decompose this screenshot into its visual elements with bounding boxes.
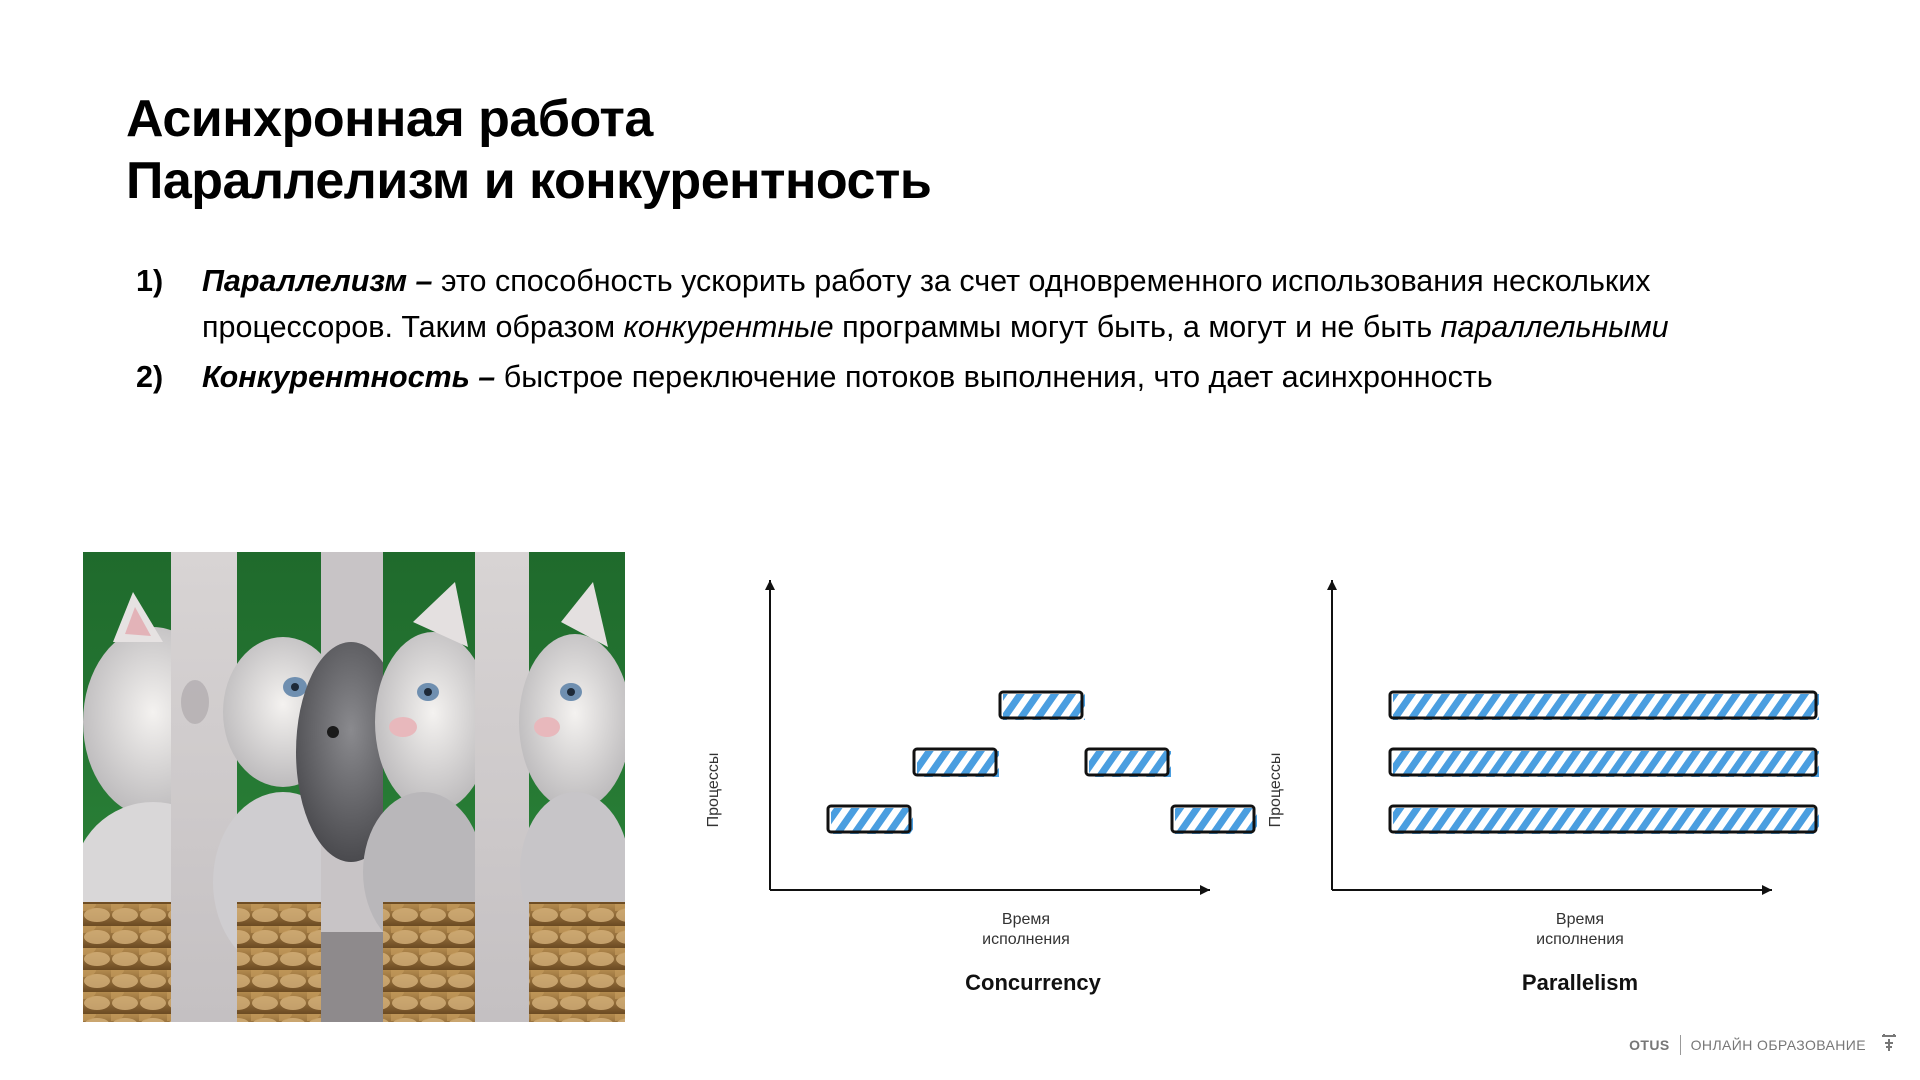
- footer-divider: [1679, 1034, 1681, 1055]
- list-item-concurrency: 2) Конкурентность – быстрое переключение…: [136, 354, 1836, 400]
- photo-strip: [171, 552, 237, 1022]
- list-number: 2): [136, 360, 164, 394]
- x-axis-label: Время исполнения: [1536, 911, 1624, 948]
- list-text: Параллелизм – это способность ускорить р…: [202, 258, 1836, 350]
- task-bar: [912, 747, 999, 777]
- task-bar: [1388, 804, 1819, 834]
- list-text: Конкурентность – быстрое переключение по…: [202, 354, 1836, 400]
- definition-text-cont: программы могут быть, а могут и не быть: [833, 310, 1441, 344]
- slide-title-line-1: Асинхронная работа: [126, 90, 653, 148]
- footer: OTUS ОНЛАЙН ОБРАЗОВАНИЕ: [1629, 1033, 1898, 1056]
- otus-owl-icon: [1880, 1033, 1898, 1056]
- concurrency-caption: Concurrency: [965, 970, 1101, 995]
- x-axis-label: Время исполнения: [982, 911, 1070, 948]
- concurrency-diagram: Процессы Время исполнения Concurrency: [700, 560, 1260, 1000]
- parallelism-caption: Parallelism: [1521, 970, 1639, 995]
- emphasis-parallel: параллельными: [1440, 310, 1669, 344]
- term-concurrency: Конкурентность –: [202, 360, 496, 394]
- concurrency-chart: [765, 580, 1257, 895]
- list-number: 1): [136, 264, 164, 298]
- x-axis-arrow: [1200, 885, 1210, 895]
- task-bar: [1388, 747, 1819, 777]
- definition-text: это способность ускорить работу за счет …: [202, 264, 1651, 344]
- emphasis-concurrent: конкурентные: [623, 310, 834, 344]
- parallelism-chart: [1327, 580, 1819, 895]
- list-item-parallelism: 1) Параллелизм – это способность ускорит…: [136, 258, 1836, 350]
- definition-list: 1) Параллелизм – это способность ускорит…: [136, 258, 1836, 404]
- task-bar: [826, 804, 913, 834]
- task-bar: [998, 690, 1085, 720]
- task-bar: [1084, 747, 1171, 777]
- x-axis-arrow: [1762, 885, 1772, 895]
- task-bar: [1388, 690, 1819, 720]
- kitten-illustration: [83, 552, 625, 1022]
- parallelism-diagram: Процессы Время исполнения Parallelism: [1262, 560, 1822, 1000]
- photo-strip: [475, 552, 529, 1022]
- task-bar: [1170, 804, 1257, 834]
- footer-brand: OTUS: [1629, 1036, 1670, 1053]
- kitten-strips-photo: [83, 552, 625, 1022]
- definition-text: быстрое переключение потоков выполнения,…: [495, 360, 1493, 394]
- footer-tagline: ОНЛАЙН ОБРАЗОВАНИЕ: [1690, 1036, 1866, 1053]
- slide-title: Асинхронная работа Параллелизм и конкуре…: [126, 88, 932, 212]
- y-axis-arrow: [1327, 580, 1337, 590]
- slide-title-line-2: Параллелизм и конкурентность: [126, 152, 932, 210]
- term-parallelism: Параллелизм –: [202, 264, 433, 298]
- y-axis-arrow: [765, 580, 775, 590]
